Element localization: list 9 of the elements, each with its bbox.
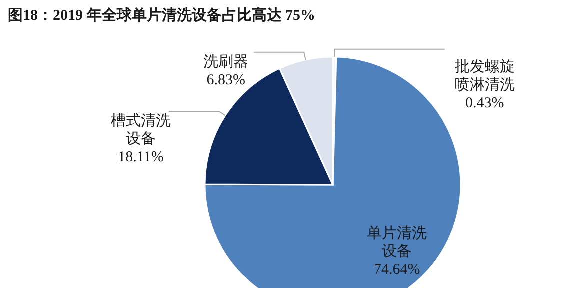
slice-label: 批发螺旋喷淋清洗 xyxy=(454,58,515,94)
data-label: 18.11% xyxy=(118,149,164,166)
data-label: 74.64% xyxy=(374,262,420,278)
data-label: 6.83% xyxy=(206,72,246,88)
slice-label: 单片清洗设备 xyxy=(367,225,428,260)
chart-title: 图18：2019 年全球单片清洗设备占比高达 75% xyxy=(8,6,316,24)
data-label: 0.43% xyxy=(465,95,504,112)
slice-label: 洗刷器 xyxy=(204,53,249,70)
slice-label: 槽式清洗设备 xyxy=(110,112,171,148)
